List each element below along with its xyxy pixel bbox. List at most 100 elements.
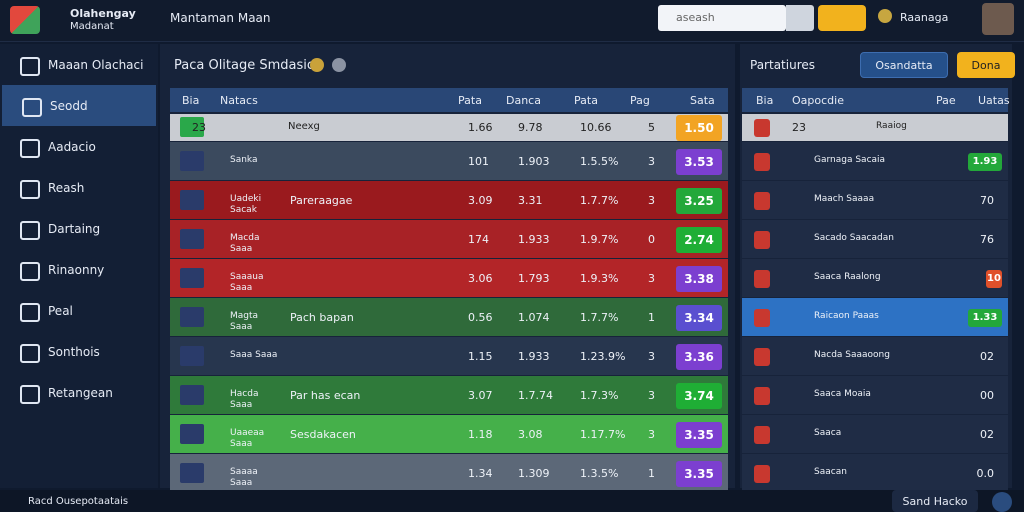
nav-item[interactable]: Reash bbox=[0, 167, 158, 208]
button[interactable]: Osandatta bbox=[860, 52, 948, 78]
nav-item[interactable]: Rinaonny bbox=[0, 249, 158, 290]
stat: 1.9.7% bbox=[580, 232, 619, 246]
match-name: Raicaon Paaas bbox=[814, 310, 879, 321]
team-name: Saaaua Saaa bbox=[230, 271, 264, 293]
section-title: Mantaman Maan bbox=[170, 11, 271, 25]
search-box[interactable]: aseash bbox=[658, 5, 786, 31]
stat: 1.074 bbox=[518, 310, 550, 324]
table-row[interactable]: Magta Saaa Pach bapan 0.56 1.074 1.7.7% 1 3.34 bbox=[170, 298, 728, 336]
table-row[interactable]: Raicaon Paaas 1.33 bbox=[742, 298, 1008, 336]
stat: 3 bbox=[648, 388, 655, 402]
stat: 1.7.74 bbox=[518, 388, 553, 402]
column-header: Bia bbox=[182, 94, 200, 107]
search-button[interactable] bbox=[786, 5, 814, 31]
team-logo bbox=[180, 228, 204, 249]
team-name: Magta Saaa bbox=[230, 310, 259, 332]
team-logo bbox=[754, 347, 770, 366]
column-header: Bia bbox=[756, 94, 774, 107]
odds: 0.0 bbox=[976, 466, 995, 480]
button[interactable]: Dona bbox=[957, 52, 1015, 78]
table-row[interactable]: Sanka 101 1.903 1.5.5% 3 3.53 bbox=[170, 142, 728, 180]
team-logo bbox=[754, 152, 770, 171]
team-name: Uaaeaa Saaa bbox=[230, 427, 265, 449]
brand: Olahengay bbox=[70, 7, 136, 20]
user-name: Raanaga bbox=[900, 11, 949, 24]
stat: 1.23.9% bbox=[580, 349, 626, 363]
coin-button[interactable] bbox=[818, 5, 866, 31]
team-logo bbox=[754, 308, 770, 327]
table-header: Bia Oapocdie Pae Uatas bbox=[742, 88, 1010, 112]
stat: 101 bbox=[468, 154, 489, 168]
right-panel: Partatiures Osandatta Dona Bia Oapocdie Pa… bbox=[740, 44, 1015, 492]
stat: 3 bbox=[648, 271, 655, 285]
avatar[interactable] bbox=[982, 3, 1014, 35]
stat: 1.34 bbox=[468, 466, 493, 480]
stat: 3.09 bbox=[468, 193, 493, 207]
stat: 3 bbox=[648, 349, 655, 363]
stat: 1.5.5% bbox=[580, 154, 619, 168]
match-name: Saaca Raalong bbox=[814, 271, 881, 282]
table-row[interactable]: Sacado Saacadan 76 bbox=[742, 220, 1008, 258]
stat: 0 bbox=[648, 232, 655, 246]
column-header: Pag bbox=[630, 94, 650, 107]
match-name: Maach Saaaa bbox=[814, 193, 875, 204]
table-row[interactable]: Saaa Saaa 1.15 1.933 1.23.9% 3 3.36 bbox=[170, 337, 728, 375]
table-row[interactable]: Saaca Raalong 10 bbox=[742, 259, 1008, 297]
table-row[interactable]: Maach Saaaa 70 bbox=[742, 181, 1008, 219]
odds-badge: 3.53 bbox=[676, 148, 722, 175]
team-logo bbox=[754, 230, 770, 249]
table-row[interactable]: Hacda Saaa Par has ecan 3.07 1.7.74 1.7.3% 3 3… bbox=[170, 376, 728, 414]
table-row[interactable]: Uadeki Sacak Pareraagae 3.09 3.31 1.7.7% 3 3.2… bbox=[170, 181, 728, 219]
table-row[interactable]: Saaca Moaia 00 bbox=[742, 376, 1008, 414]
odds-badge: 3.36 bbox=[676, 343, 722, 370]
table-row[interactable]: Saacan 0.0 bbox=[742, 454, 1008, 492]
stat: 1.309 bbox=[518, 466, 550, 480]
icon bbox=[310, 58, 324, 72]
team-logo bbox=[180, 267, 204, 288]
nav-item[interactable]: Dartaing bbox=[0, 208, 158, 249]
team-logo bbox=[180, 189, 204, 210]
table-row[interactable]: Garnaga Sacaia 1.93 bbox=[742, 142, 1008, 180]
stat: 1.18 bbox=[468, 427, 493, 441]
stat: 1.7.7% bbox=[580, 193, 619, 207]
table-row[interactable]: Saaaua Saaa 3.06 1.793 1.9.3% 3 3.38 bbox=[170, 259, 728, 297]
table-row[interactable]: 23 Neexg 1.66 9.78 10.66 5 1.50 bbox=[170, 114, 728, 141]
table-row[interactable]: Uaaeaa Saaa Sesdakacen 1.18 3.08 1.17.7% 3 3.3… bbox=[170, 415, 728, 453]
nav-item[interactable]: Retangean bbox=[0, 372, 158, 413]
team-logo bbox=[180, 345, 204, 366]
stat: 5 bbox=[648, 121, 655, 134]
nav-item[interactable]: Aadacio bbox=[0, 126, 158, 167]
table-row[interactable]: Nacda Saaaoong 02 bbox=[742, 337, 1008, 375]
team-logo bbox=[180, 306, 204, 327]
footer-text: Racd Ousepotaatais bbox=[28, 496, 129, 507]
column-header: Oapocdie bbox=[792, 94, 844, 107]
nav-item[interactable]: Seodd bbox=[2, 85, 156, 126]
stat: 1.7.7% bbox=[580, 310, 619, 324]
odds-badge: 3.38 bbox=[676, 265, 722, 292]
column-header: Pata bbox=[574, 94, 598, 107]
table-row[interactable]: Saaca 02 bbox=[742, 415, 1008, 453]
footer-icon[interactable] bbox=[992, 492, 1012, 512]
match-name: Saacan bbox=[814, 466, 847, 477]
nav-item[interactable]: Sonthois bbox=[0, 331, 158, 372]
main-panel: Paca Olitage Smdasic Bia Natacs Pata Danca P… bbox=[160, 44, 735, 492]
nav-item[interactable]: Maaan Olachaci bbox=[0, 44, 158, 85]
stat: 1.15 bbox=[468, 349, 493, 363]
table-row[interactable]: Macda Saaa 174 1.933 1.9.7% 0 2.74 bbox=[170, 220, 728, 258]
stat: 1.9.3% bbox=[580, 271, 619, 285]
stat: 3 bbox=[648, 154, 655, 168]
coin-icon bbox=[878, 9, 892, 23]
stat: 10.66 bbox=[580, 121, 612, 134]
team-name: Neexg bbox=[288, 121, 320, 132]
logo bbox=[10, 6, 40, 34]
footer: Racd Ousepotaatais Sand Hacko bbox=[0, 490, 1024, 512]
column-header: Uatas bbox=[978, 94, 1010, 107]
panel-title: Paca Olitage Smdasic bbox=[174, 58, 315, 73]
table-row[interactable]: Saaaa Saaa 1.34 1.309 1.3.5% 1 3.35 bbox=[170, 454, 728, 492]
table-row[interactable]: 23 Raaiog bbox=[742, 114, 1008, 141]
match-name: Raaiog bbox=[876, 121, 907, 131]
nav-item[interactable]: Peal bbox=[0, 290, 158, 331]
odds: 02 bbox=[980, 427, 994, 441]
footer-button[interactable]: Sand Hacko bbox=[892, 490, 978, 512]
team-logo bbox=[754, 386, 770, 405]
